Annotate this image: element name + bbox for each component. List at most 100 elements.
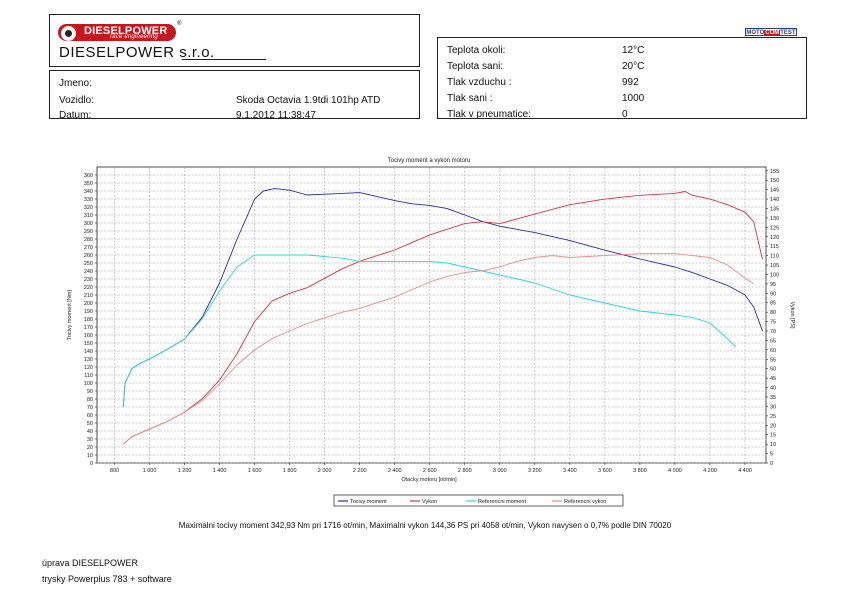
vehicle-label: Vozidlo: [59,95,95,106]
y2-tick-label: 100 [770,272,779,278]
y2-tick-label: 75 [770,320,776,326]
intake-temp-value: 20°C [622,61,645,72]
x-tick-label: 4 200 [703,468,717,474]
y2-tick-label: 60 [770,348,776,354]
date-value: 9.1.2012 11:38:47 [236,110,316,122]
y-tick-label: 300 [84,221,93,227]
y-tick-label: 160 [84,333,93,339]
y-tick-label: 280 [84,237,93,243]
y-tick-label: 190 [84,309,93,315]
y2-tick-label: 130 [770,216,779,222]
owner-label: Jmeno: [59,78,92,89]
y2-tick-label: 5 [770,452,773,458]
y2-tick-label: 15 [770,433,776,439]
y-tick-label: 330 [84,197,93,203]
vehicle-value: Skoda Octavia 1.9tdi 101hp ATD [236,95,381,106]
legend-label-power: Vykon [422,499,437,505]
y2-tick-label: 140 [770,197,779,203]
x-tick-label: 3 600 [598,468,612,474]
y2-tick-label: 70 [770,329,776,335]
y2-tick-label: 120 [770,235,779,241]
ref-power-line [123,253,754,445]
x-tick-label: 2 800 [458,468,472,474]
y2-tick-label: 35 [770,395,776,401]
y2-tick-label: 20 [770,423,776,429]
ambient-temp-label: Teplota okoli: [447,45,506,56]
vehicle-box-bottom-rule [49,118,420,119]
ref-torque-line [122,254,737,408]
y2-tick-label: 150 [770,178,779,184]
vehicle-info-box: Jmeno: Vozidlo: Skoda Octavia 1.9tdi 101… [49,70,420,122]
y-tick-label: 290 [84,229,93,235]
y-tick-label: 110 [84,373,93,379]
legend-label-ref-torque: Referencni moment [478,499,526,505]
x-tick-label: 1 400 [213,468,227,474]
grid-layer [97,167,766,464]
legend-label-torque: Tocivy moment [350,499,387,505]
x-tick-label: 4 400 [738,468,752,474]
date-label: Datum: [59,110,92,122]
y2-tick-label: 25 [770,414,776,420]
y-tick-label: 170 [84,325,93,331]
conditions-box-bottom-rule [437,118,807,119]
chart-legend: Tocivy moment Vykon Referencni moment Re… [333,494,624,507]
y2-tick-label: 50 [770,367,776,373]
logo-emblem-icon [61,26,76,41]
x-tick-label: 3 800 [633,468,647,474]
boost-pressure-label: Tlak sani : [447,93,493,104]
company-name: DIESELPOWER s.r.o. [59,44,215,61]
axis-layer: 0102030405060708090100110120130140150160… [84,169,779,474]
y2-axis-label: Vykon [PS] [789,301,795,328]
y-tick-label: 240 [84,269,93,275]
y-tick-label: 270 [84,245,93,251]
y-tick-label: 320 [84,205,93,211]
max-values-summary: Maximalni tocivy moment 342,93 Nm pri 17… [178,521,672,530]
tire-pressure-value: 0 [622,109,628,121]
x-tick-label: 2 400 [388,468,402,474]
boost-pressure-value: 1000 [622,93,645,104]
y2-tick-label: 145 [770,188,779,194]
y-tick-label: 340 [84,189,93,195]
y-tick-label: 50 [87,421,93,427]
y-tick-label: 20 [87,445,93,451]
y2-tick-label: 115 [770,244,779,250]
y-tick-label: 60 [87,413,93,419]
y-tick-label: 260 [84,253,93,259]
x-tick-label: 1 200 [178,468,192,474]
y-tick-label: 90 [87,389,93,395]
y2-tick-label: 0 [770,461,773,467]
x-tick-label: 3 200 [528,468,542,474]
y-tick-label: 150 [84,341,93,347]
y2-tick-label: 135 [770,206,779,212]
y-tick-label: 30 [87,437,93,443]
y-tick-label: 310 [84,213,93,219]
dieselpower-logo: DIESELPOWER race engineering [58,24,176,41]
x-axis-label: Otacky motoru [ot/min] [401,477,457,483]
y-tick-label: 220 [84,285,93,291]
y-tick-label: 100 [84,381,93,387]
y-tick-label: 130 [84,357,93,363]
y-tick-label: 200 [84,301,93,307]
x-tick-label: 4 000 [668,468,682,474]
x-tick-label: 3 400 [563,468,577,474]
y-tick-label: 360 [84,173,93,179]
chart-title: Tocivy moment a vykon motoru [388,158,471,164]
x-tick-label: 2 600 [423,468,437,474]
motocom-test-badge: MOTOCOMTEST [745,28,797,36]
y-tick-label: 350 [84,181,93,187]
y-tick-label: 40 [87,429,93,435]
air-pressure-value: 992 [622,77,639,88]
y2-tick-label: 55 [770,357,776,363]
y2-tick-label: 45 [770,376,776,382]
x-tick-label: 2 200 [353,468,367,474]
y2-tick-label: 65 [770,338,776,344]
company-underline [182,59,266,60]
x-tick-label: 1 600 [248,468,262,474]
y-axis-label: Tocivy moment [Nm] [67,290,73,340]
x-tick-label: 1 800 [283,468,297,474]
x-tick-label: 1 000 [143,468,157,474]
air-pressure-label: Tlak vzduchu : [447,77,512,88]
y2-tick-label: 90 [770,291,776,297]
y-tick-label: 70 [87,405,93,411]
y2-tick-label: 80 [770,310,776,316]
